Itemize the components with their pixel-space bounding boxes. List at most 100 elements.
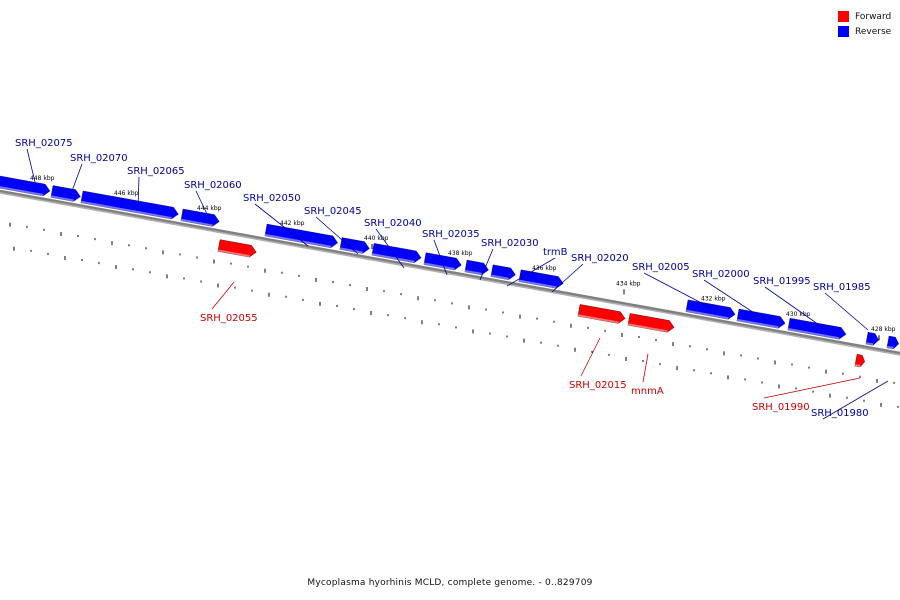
feature-srh_02005 [685,299,736,320]
label-connector [26,148,37,187]
legend-forward-label: Forward [855,11,892,22]
legend: Forward Reverse [838,9,891,39]
feature-mnma [627,313,675,333]
feature-label-srh_02045: SRH_02045 [304,206,362,217]
feature-srh_02060 [180,208,220,227]
feature-arrow [371,243,422,263]
backbone-line [0,189,900,355]
kbp-tick-label: 442 kbp [280,220,305,227]
label-connector [71,163,83,192]
feature-shading [577,314,619,324]
feature-shading [423,262,455,270]
feature-label-srh_02065: SRH_02065 [127,166,185,177]
label-connector [703,279,769,323]
feature-shading [264,233,332,248]
kbp-tick-label: 428 kbp [871,326,896,333]
feature-trmb [490,264,516,280]
feature-label-srh_02000: SRH_02000 [692,269,750,280]
feature-label-srh_02070: SRH_02070 [70,153,128,164]
label-connector [195,190,208,215]
feature-label-srh_01985: SRH_01985 [813,282,871,293]
features [0,174,899,368]
feature-shading [787,328,840,340]
label-connector [822,380,889,420]
feature-label-srh_02060: SRH_02060 [184,180,242,191]
feature-arrow [518,269,564,289]
feature-label-srh_01980: SRH_01980 [811,408,869,419]
feature-label-mnma: mnmA [631,386,664,397]
feature-shading [685,309,729,320]
feature-arrow [80,190,179,220]
feature-shading [339,247,363,254]
feature-label-srh_02050: SRH_02050 [243,193,301,204]
feature-srh_02020 [518,269,564,289]
forward-swatch [838,11,849,22]
feature-shading [371,253,415,263]
kbp-tick-label: 446 kbp [114,190,139,197]
feature-label-srh_02035: SRH_02035 [422,229,480,240]
feature-shading [80,200,172,220]
feature-srh_01990 [854,354,865,368]
kbp-tick-label: 430 kbp [786,311,811,318]
feature-arrow [490,264,516,280]
feature-arrow [464,259,489,276]
feature-srh_02035 [423,252,462,271]
feature-shading [217,249,250,258]
label-connector [315,216,359,255]
feature-arrow [627,313,675,333]
label-connector [580,337,601,377]
feature-arrow [854,354,865,368]
feature-shading [854,364,861,368]
label-connector [824,292,869,331]
kbp-tick-label: 444 kbp [197,205,222,212]
kbp-tick-label: 448 kbp [30,175,55,182]
feature-arrow [264,223,338,248]
feature-srh_02045 [339,237,370,254]
feature-srh_02065 [80,190,179,220]
feature-arrow [339,237,370,254]
feature-label-srh_01995: SRH_01995 [753,276,811,287]
label-connector [254,203,309,247]
feature-shading [627,323,668,333]
feature-srh_01985 [865,332,879,346]
label-connector [551,263,584,293]
label-connector [375,228,405,269]
feature-label-srh_02055: SRH_02055 [200,313,258,324]
kbp-tick-label: 436 kbp [532,265,557,272]
label-connector [642,353,649,383]
feature-shading [886,345,894,349]
label-connector [211,281,235,310]
feature-shading [180,218,213,227]
label-connector [479,248,494,281]
feature-label-srh_02015: SRH_02015 [569,380,627,391]
feature-labels: SRH_02075SRH_02070SRH_02065SRH_02060SRH_… [15,138,889,420]
genome-caption: Mycoplasma hyorhinis MCLD, complete geno… [307,578,593,588]
reverse-swatch [838,26,849,37]
label-connector [137,176,140,209]
feature-arrow [180,208,220,227]
feature-label-srh_02020: SRH_02020 [571,253,629,264]
feature-srh_02000 [736,308,786,329]
label-connector [506,257,556,287]
feature-label-srh_02030: SRH_02030 [481,238,539,249]
kbp-tick-label: 434 kbp [616,280,641,287]
feature-srh_02070 [50,185,81,202]
feature-arrow [577,304,626,324]
feature-shading [736,318,779,329]
legend-reverse: Reverse [838,24,891,39]
feature-srh_01995 [787,318,847,340]
label-connector [643,272,714,310]
label-connector [763,377,861,399]
feature-label-srh_01990: SRH_01990 [752,402,810,413]
feature-srh_02050 [264,223,338,248]
feature-shading [0,184,44,196]
label-connector [764,286,823,328]
kbp-ticks: 448 kbp 446 kbp 444 kbp 442 kbp 440 kbp 438 k… [30,175,896,341]
feature-srh_02075 [0,174,51,197]
feature-arrow [886,335,899,350]
feature-arrow [217,239,257,258]
feature-label-srh_02040: SRH_02040 [364,218,422,229]
feature-srh_01980 [886,335,899,350]
genome-backbone [0,189,900,356]
feature-shading [50,195,74,202]
